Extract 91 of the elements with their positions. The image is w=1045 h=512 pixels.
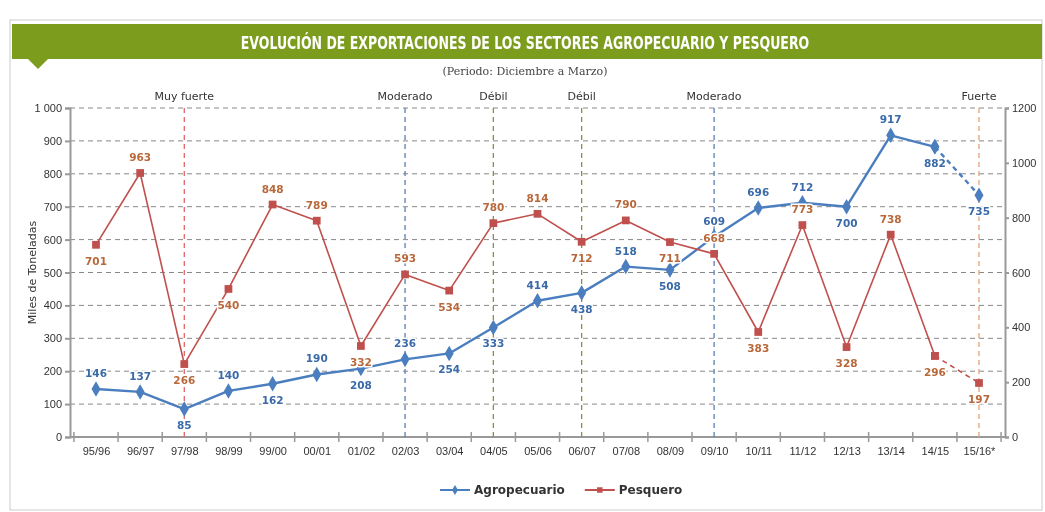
y-tick-label: 700 (43, 200, 62, 213)
data-label: 333 (482, 337, 505, 350)
data-label: 438 (570, 302, 593, 315)
y-tick-label: 1 000 (34, 102, 62, 115)
x-tick-label: 96/97 (126, 444, 155, 457)
data-label: 85 (176, 419, 192, 432)
x-tick-label: 06/07 (568, 444, 596, 457)
data-label: 254 (438, 363, 461, 376)
y-tick-label: 800 (43, 167, 62, 180)
data-label: 773 (791, 203, 814, 216)
legend-label: Agropecuario (474, 483, 565, 497)
y-axis-title: Miles de Toneladas (26, 220, 39, 325)
y2-tick-label: 400 (1012, 321, 1031, 334)
data-label: 146 (85, 366, 107, 379)
data-label: 696 (747, 186, 770, 199)
x-tick-label: 00/01 (303, 444, 332, 457)
data-label: 518 (614, 244, 637, 257)
data-label: 540 (217, 298, 240, 311)
data-label: 328 (835, 357, 858, 370)
y2-tick-label: 1000 (1012, 156, 1037, 169)
data-label: 700 (835, 216, 858, 229)
legend-label: Pesquero (618, 483, 683, 497)
x-tick-label: 02/03 (391, 444, 420, 457)
data-label: 701 (85, 254, 107, 267)
data-label: 296 (923, 365, 946, 378)
data-label: 162 (261, 393, 284, 406)
x-tick-label: 12/13 (833, 444, 861, 457)
x-tick-label: 15/16* (963, 444, 997, 457)
data-label: 197 (968, 392, 990, 405)
x-tick-label: 08/09 (656, 444, 685, 457)
y2-tick-label: 800 (1012, 211, 1031, 224)
x-tick-label: 05/06 (524, 444, 552, 457)
x-tick-label: 98/99 (215, 444, 243, 457)
data-label: 137 (129, 369, 152, 382)
data-label: 712 (570, 251, 593, 264)
data-label: 848 (261, 182, 284, 195)
y2-tick-label: 200 (1012, 376, 1031, 389)
data-label: 735 (968, 205, 990, 218)
data-label: 208 (349, 378, 372, 391)
y2-tick-label: 600 (1012, 266, 1031, 279)
x-tick-label: 14/15 (921, 444, 950, 457)
data-label: 383 (747, 341, 770, 354)
y-tick-label: 0 (55, 431, 62, 444)
data-label: 882 (923, 156, 946, 169)
y2-tick-label: 1200 (1012, 102, 1037, 115)
y-tick-label: 300 (43, 332, 62, 345)
ref-line-label: Débil (567, 90, 596, 103)
data-label: 738 (879, 212, 902, 225)
data-label: 780 (482, 201, 505, 214)
x-tick-label: 99/00 (259, 444, 287, 457)
y2-tick-label: 0 (1012, 431, 1019, 444)
y-tick-label: 500 (43, 266, 62, 279)
data-label: 790 (614, 198, 637, 211)
data-label: 190 (305, 352, 328, 365)
y-tick-label: 200 (43, 365, 62, 378)
y-tick-label: 100 (43, 398, 62, 411)
data-label: 789 (305, 198, 328, 211)
x-tick-label: 10/11 (745, 444, 773, 457)
data-label: 814 (526, 191, 549, 204)
ref-line-label: Muy fuerte (154, 90, 215, 103)
data-label: 593 (394, 252, 417, 265)
ref-line-label: Débil (479, 90, 508, 103)
x-tick-label: 07/08 (612, 444, 641, 457)
x-tick-label: 03/04 (435, 444, 464, 457)
x-tick-label: 13/14 (877, 444, 905, 457)
data-label: 414 (526, 278, 549, 291)
data-label: 140 (217, 368, 240, 381)
data-label: 963 (129, 150, 152, 163)
data-label: 332 (349, 355, 372, 368)
data-label: 236 (394, 337, 417, 350)
data-label: 711 (658, 252, 681, 265)
x-tick-label: 04/05 (480, 444, 508, 457)
x-tick-label: 97/98 (171, 444, 199, 457)
x-tick-label: 09/10 (700, 444, 729, 457)
chart-title: EVOLUCIÓN DE EXPORTACIONES DE LOS SECTORES AGROPECUARIO Y PESQUERO (240, 32, 810, 54)
x-tick-label: 11/12 (789, 444, 817, 457)
data-label: 508 (658, 279, 681, 292)
data-label: 917 (879, 113, 902, 126)
ref-line-label: Fuerte (961, 90, 997, 103)
y-tick-label: 400 (43, 299, 62, 312)
data-label: 534 (438, 300, 461, 313)
data-label: 609 (703, 214, 726, 227)
ref-line-label: Moderado (377, 90, 433, 103)
y-tick-label: 600 (43, 233, 62, 246)
data-label: 712 (791, 180, 814, 193)
chart-subtitle: (Periodo: Diciembre a Marzo) (442, 65, 608, 78)
y-tick-label: 900 (43, 134, 62, 147)
data-label: 266 (173, 374, 196, 387)
x-tick-label: 95/96 (82, 444, 111, 457)
x-tick-label: 01/02 (347, 444, 376, 457)
ref-line-label: Moderado (686, 90, 742, 103)
